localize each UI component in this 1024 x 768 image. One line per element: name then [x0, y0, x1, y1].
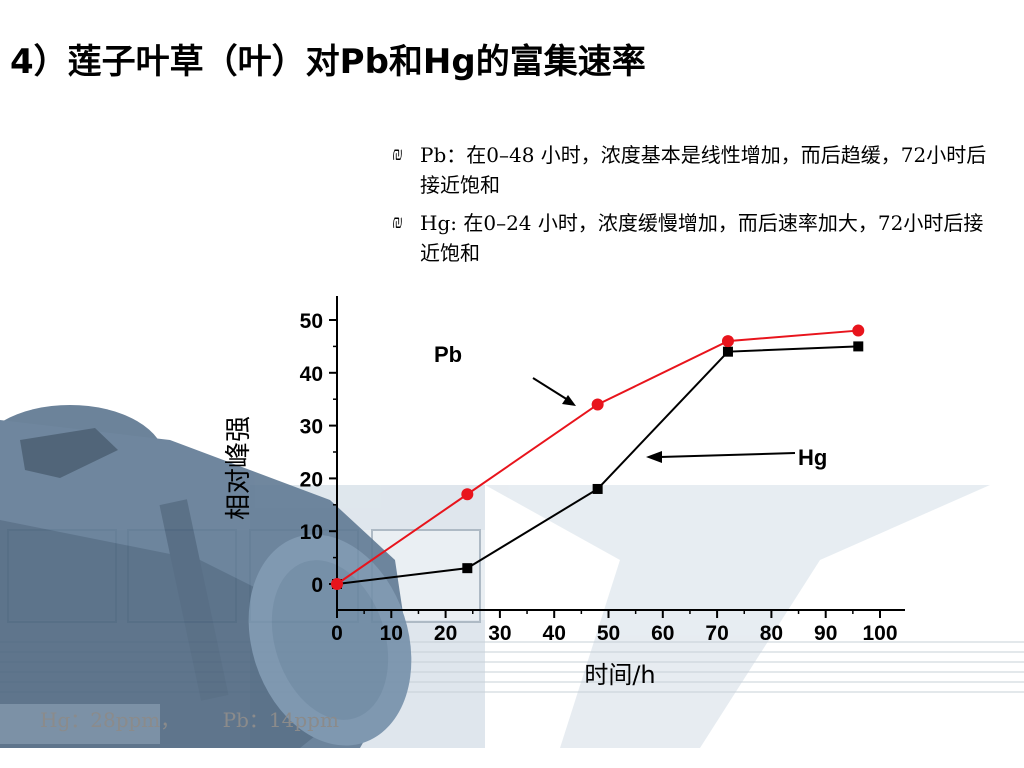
data-point-pb	[461, 488, 474, 501]
pb-arrow-head	[562, 395, 576, 406]
bullet-text-hg: Hg: 在0–24 小时，浓度缓慢增加，而后速率加大，72小时后接近饱和	[420, 211, 984, 265]
data-point-pb	[721, 335, 734, 348]
bullet-text-pb: Pb：在0–48 小时，浓度基本是线性增加，而后趋缓，72小时后接近饱和	[420, 143, 987, 197]
x-tick-label: 100	[862, 622, 897, 645]
y-tick-label: 40	[300, 363, 323, 386]
x-tick-label: 40	[543, 622, 566, 645]
data-point-hg	[592, 483, 603, 494]
bullet-item-hg: ₪ Hg: 在0–24 小时，浓度缓慢增加，而后速率加大，72小时后接近饱和	[392, 208, 1002, 268]
x-tick-label: 60	[651, 622, 674, 645]
series-label-hg: Hg	[798, 445, 827, 470]
footnote: Hg：28ppm， Pb：14ppm	[40, 704, 375, 733]
bullet-item-pb: ₪ Pb：在0–48 小时，浓度基本是线性增加，而后趋缓，72小时后接近饱和	[392, 140, 1002, 200]
hg-arrow-line	[659, 452, 796, 458]
page-title: 4）莲子叶草（叶）对Pb和Hg的富集速率	[10, 42, 646, 82]
x-tick-label: 0	[331, 622, 343, 645]
x-tick-label: 90	[814, 622, 837, 645]
data-point-hg	[462, 563, 473, 574]
bullet-list: ₪ Pb：在0–48 小时，浓度基本是线性增加，而后趋缓，72小时后接近饱和 ₪…	[392, 140, 1002, 276]
x-axis-label: 时间/h	[584, 661, 655, 689]
data-point-pb	[331, 578, 343, 590]
x-tick-label: 10	[380, 622, 403, 645]
valve-image	[0, 405, 412, 748]
x-tick-label: 80	[760, 622, 783, 645]
pb-arrow-line	[532, 377, 569, 401]
x-tick-label: 30	[488, 622, 511, 645]
x-tick-label: 20	[434, 622, 457, 645]
bullet-icon: ₪	[392, 144, 403, 165]
data-point-hg	[722, 346, 733, 357]
y-tick-label: 50	[300, 310, 323, 333]
y-tick-label: 20	[300, 468, 323, 491]
y-tick-label: 0	[311, 574, 323, 597]
x-tick-label: 70	[705, 622, 728, 645]
series-line-pb	[336, 329, 859, 585]
x-tick-label: 50	[597, 622, 620, 645]
series-line-hg	[336, 345, 859, 585]
data-point-pb	[591, 398, 604, 411]
data-point-pb	[852, 324, 865, 337]
bullet-icon: ₪	[392, 212, 403, 233]
y-tick-label: 10	[300, 521, 323, 544]
hg-arrow-head	[646, 451, 662, 463]
y-tick-label: 30	[300, 416, 323, 439]
footnote-hg: Hg：28ppm，	[40, 708, 181, 732]
footnote-pb: Pb：14ppm	[222, 708, 339, 732]
y-axis-label: 相对峰强	[224, 416, 254, 520]
data-point-hg	[853, 341, 864, 352]
series-label-pb: Pb	[434, 342, 462, 367]
